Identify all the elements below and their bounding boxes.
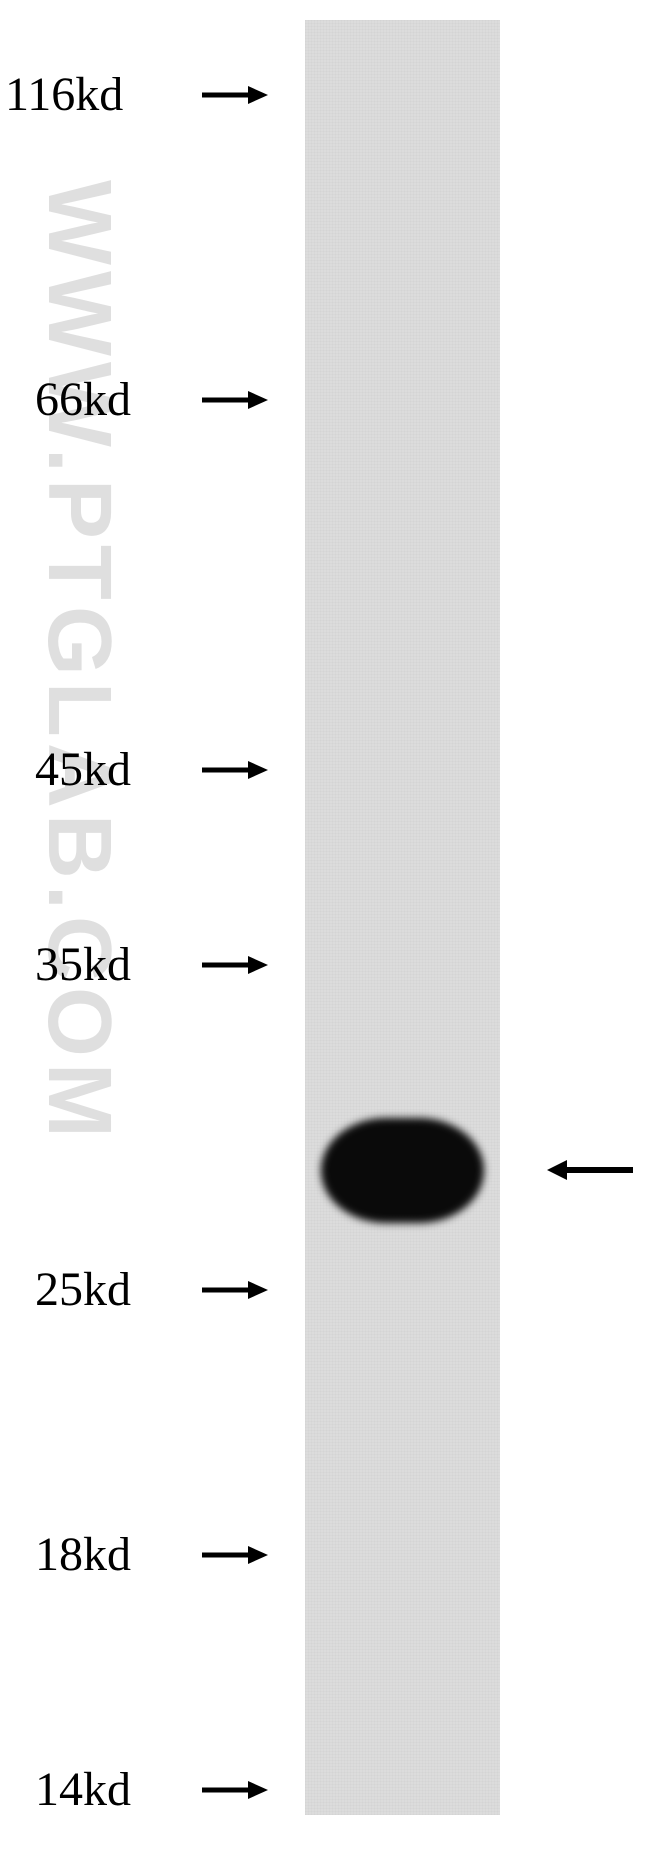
marker-label: 116kd [5, 67, 123, 122]
marker-arrow-icon [200, 80, 270, 110]
blot-lane [305, 20, 500, 1815]
band-indicator-arrow [545, 1150, 635, 1190]
marker-label: 14kd [35, 1762, 131, 1817]
watermark-text: WWW.PTGLAB.COM [27, 180, 130, 1144]
marker-label: 66kd [35, 372, 131, 427]
marker-arrow-icon [200, 950, 270, 980]
marker-arrow-icon [200, 1775, 270, 1805]
marker-label: 45kd [35, 742, 131, 797]
marker-arrow-icon [200, 1275, 270, 1305]
marker-label: 35kd [35, 937, 131, 992]
marker-arrow-icon [200, 1540, 270, 1570]
marker-arrow-icon [200, 385, 270, 415]
marker-label: 25kd [35, 1262, 131, 1317]
marker-arrow-icon [200, 755, 270, 785]
marker-label: 18kd [35, 1527, 131, 1582]
protein-band [321, 1118, 484, 1223]
